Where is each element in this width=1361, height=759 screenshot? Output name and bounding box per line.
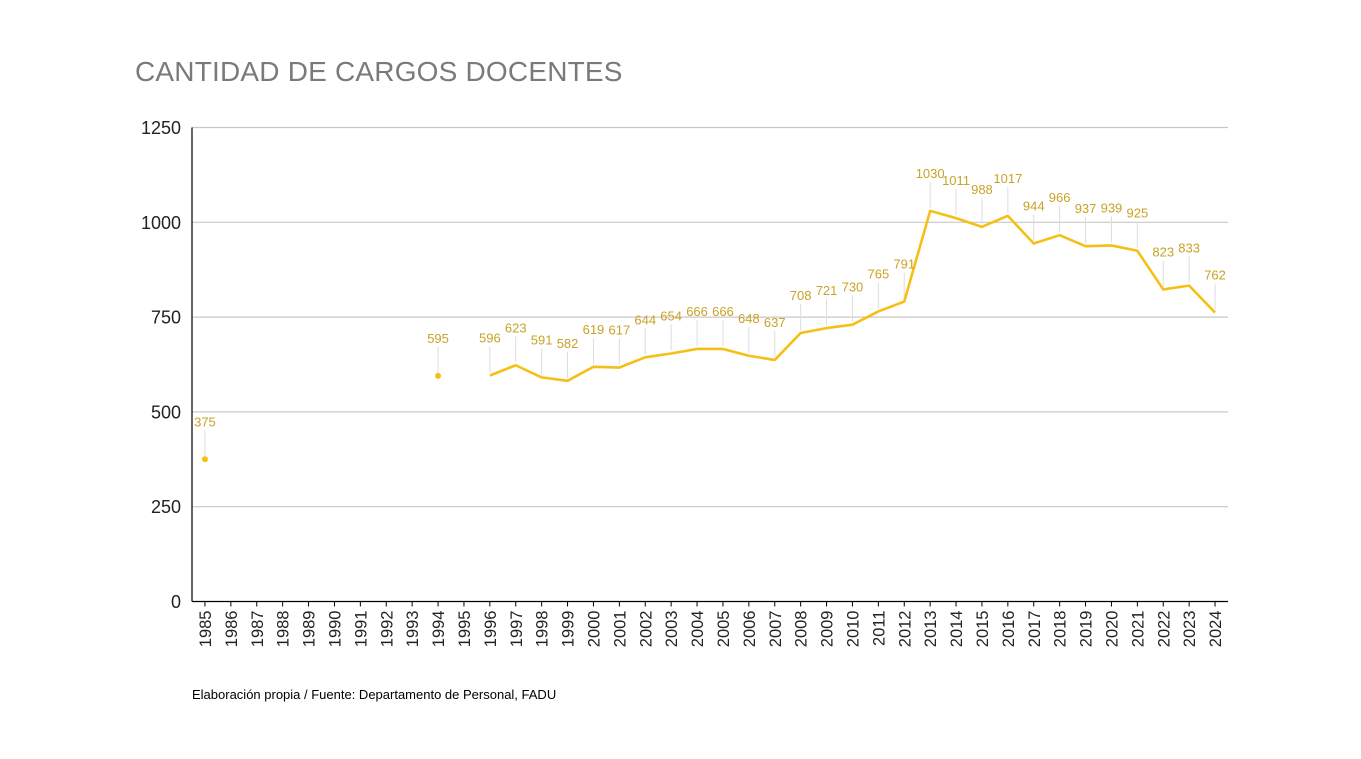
data-labels: 375 595 596 623 591 582 619 617 644 654 666 666 648 6… bbox=[194, 166, 1226, 429]
x-tick-label-1994: 1994 bbox=[430, 611, 448, 648]
data-label-2000: 619 bbox=[583, 322, 605, 337]
x-tick-label-2024: 2024 bbox=[1207, 611, 1225, 648]
data-label-2018: 966 bbox=[1049, 190, 1071, 205]
y-tick-label-250: 250 bbox=[151, 497, 181, 517]
x-tick-label-1997: 1997 bbox=[508, 611, 526, 648]
x-tick-label-1996: 1996 bbox=[482, 611, 500, 648]
x-tick-label-2022: 2022 bbox=[1155, 611, 1173, 648]
x-tick-label-2000: 2000 bbox=[585, 611, 603, 648]
x-tick-label-2014: 2014 bbox=[948, 611, 966, 648]
x-tick-label-2012: 2012 bbox=[896, 611, 914, 648]
y-tick-labels: 0 250 500 750 1000 1250 bbox=[141, 118, 181, 612]
x-tick-label-2005: 2005 bbox=[715, 611, 733, 648]
data-label-2001: 617 bbox=[608, 323, 630, 338]
label-leaders bbox=[204, 181, 1216, 457]
data-label-2016: 1017 bbox=[993, 171, 1022, 186]
data-label-2009: 721 bbox=[816, 283, 838, 298]
y-tick-label-1000: 1000 bbox=[141, 213, 181, 233]
x-tick-label-1999: 1999 bbox=[560, 611, 578, 648]
x-tick-label-2011: 2011 bbox=[870, 611, 888, 646]
data-label-2003: 654 bbox=[660, 309, 682, 324]
data-label-1997: 623 bbox=[505, 320, 527, 335]
data-label-2022: 823 bbox=[1152, 244, 1174, 259]
data-label-2011: 765 bbox=[867, 266, 889, 281]
x-tick-label-2020: 2020 bbox=[1103, 611, 1121, 648]
x-tick-label-1987: 1987 bbox=[249, 611, 267, 648]
data-label-2024: 762 bbox=[1204, 268, 1226, 283]
x-tick-label-2015: 2015 bbox=[974, 611, 992, 648]
x-tick-label-1985: 1985 bbox=[197, 611, 215, 648]
x-tick-labels: 1985 1986 1987 1988 1989 1990 1991 1992 1993 1994… bbox=[197, 611, 1225, 648]
y-tick-label-1250: 1250 bbox=[141, 118, 181, 138]
data-label-1998: 591 bbox=[531, 332, 553, 347]
chart-title: CANTIDAD DE CARGOS DOCENTES bbox=[135, 56, 623, 87]
x-tick-label-2016: 2016 bbox=[1000, 611, 1018, 648]
data-label-1985: 375 bbox=[194, 414, 216, 429]
x-tick-label-2021: 2021 bbox=[1129, 611, 1147, 648]
source-note: Elaboración propia / Fuente: Departament… bbox=[192, 687, 557, 702]
data-label-1994: 595 bbox=[427, 331, 449, 346]
y-tick-label-500: 500 bbox=[151, 402, 181, 422]
x-tick-label-2023: 2023 bbox=[1181, 611, 1199, 648]
x-tick-label-2019: 2019 bbox=[1078, 611, 1096, 648]
data-label-2012: 791 bbox=[893, 257, 915, 272]
series-line-segment-2 bbox=[489, 209, 1216, 383]
x-tick-label-2003: 2003 bbox=[663, 611, 681, 648]
data-label-2004: 666 bbox=[686, 304, 708, 319]
data-label-2023: 833 bbox=[1178, 241, 1200, 256]
series-line-group bbox=[201, 209, 1216, 463]
y-tick-label-750: 750 bbox=[151, 308, 181, 328]
data-label-2019: 937 bbox=[1075, 201, 1097, 216]
data-label-2013: 1030 bbox=[916, 166, 945, 181]
x-tick-label-1992: 1992 bbox=[378, 611, 396, 648]
axes bbox=[191, 127, 1228, 607]
data-label-2007: 637 bbox=[764, 315, 786, 330]
data-label-1996: 596 bbox=[479, 330, 501, 345]
x-tick-label-2008: 2008 bbox=[793, 611, 811, 648]
x-tick-label-2006: 2006 bbox=[741, 611, 759, 648]
data-label-2020: 939 bbox=[1101, 200, 1123, 215]
x-tick-label-2002: 2002 bbox=[637, 611, 655, 648]
x-tick-label-1990: 1990 bbox=[326, 611, 344, 648]
x-tick-label-1991: 1991 bbox=[352, 611, 370, 648]
x-tick-label-1986: 1986 bbox=[223, 611, 241, 648]
x-tick-label-1998: 1998 bbox=[534, 611, 552, 648]
x-tick-label-1989: 1989 bbox=[301, 611, 319, 648]
x-tick-label-2007: 2007 bbox=[767, 611, 785, 648]
data-label-2014: 1011 bbox=[942, 173, 970, 188]
x-tick-label-2004: 2004 bbox=[689, 611, 707, 648]
x-tick-label-2018: 2018 bbox=[1052, 611, 1070, 648]
data-label-2010: 730 bbox=[842, 280, 864, 295]
series-point-isolated-1 bbox=[435, 372, 442, 379]
data-label-2021: 925 bbox=[1126, 206, 1148, 221]
data-label-2008: 708 bbox=[790, 288, 812, 303]
x-tick-label-2009: 2009 bbox=[819, 611, 837, 648]
series-point-isolated-0 bbox=[201, 456, 208, 463]
x-tick-label-2001: 2001 bbox=[611, 611, 629, 648]
x-tick-label-1988: 1988 bbox=[275, 611, 293, 648]
data-label-2002: 644 bbox=[634, 312, 656, 327]
data-label-1999: 582 bbox=[557, 336, 579, 351]
x-tick-label-1993: 1993 bbox=[404, 611, 422, 648]
x-tick-label-2010: 2010 bbox=[844, 611, 862, 648]
y-tick-label-0: 0 bbox=[171, 592, 181, 612]
data-label-2015: 988 bbox=[971, 182, 993, 197]
data-label-2006: 648 bbox=[738, 311, 760, 326]
data-label-2017: 944 bbox=[1023, 199, 1045, 214]
x-tick-label-2013: 2013 bbox=[922, 611, 940, 648]
x-tick-label-1995: 1995 bbox=[456, 611, 474, 648]
data-label-2005: 666 bbox=[712, 304, 734, 319]
grid-lines bbox=[192, 126, 1228, 508]
x-tick-label-2017: 2017 bbox=[1026, 611, 1044, 648]
